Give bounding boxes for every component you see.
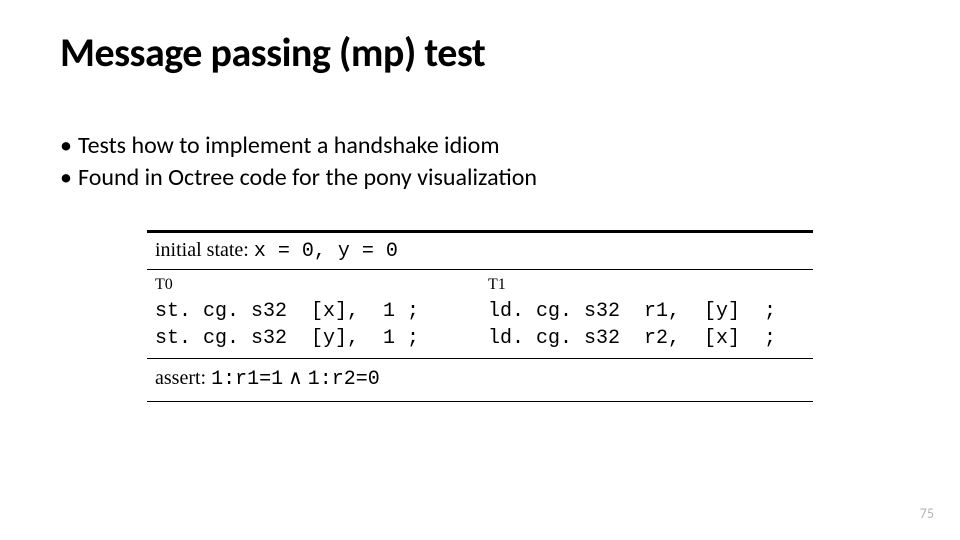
thread-columns: T0 st. cg. s32 [x], 1 ; st. cg. s32 [y],… <box>147 270 813 358</box>
bullet-text: Tests how to implement a handshake idiom <box>78 130 500 162</box>
bullet-dot-icon: • <box>60 162 78 194</box>
thread-code: st. cg. s32 [x], 1 ; st. cg. s32 [y], 1 … <box>147 298 480 358</box>
assert-and: ∧ <box>288 367 303 389</box>
bullet-list: • Tests how to implement a handshake idi… <box>60 130 537 195</box>
initial-state-expr: x = 0, y = 0 <box>254 240 398 263</box>
page-number: 75 <box>920 505 934 522</box>
slide-title: Message passing (mp) test <box>60 28 485 77</box>
thread-column-t0: T0 st. cg. s32 [x], 1 ; st. cg. s32 [y],… <box>147 270 480 358</box>
assert-label: assert: <box>155 367 206 389</box>
thread-header: T0 <box>147 270 480 298</box>
initial-state-label: initial state: <box>155 239 249 261</box>
assert-row: assert: 1:r1=1 ∧ 1:r2=0 <box>147 359 813 401</box>
rule-bottom <box>147 401 813 402</box>
bullet-dot-icon: • <box>60 130 78 162</box>
bullet-text: Found in Octree code for the pony visual… <box>78 162 537 194</box>
initial-state-row: initial state: x = 0, y = 0 <box>147 233 813 269</box>
bullet-item: • Found in Octree code for the pony visu… <box>60 162 537 194</box>
thread-column-t1: T1 ld. cg. s32 r1, [y] ; ld. cg. s32 r2,… <box>480 270 813 358</box>
bullet-item: • Tests how to implement a handshake idi… <box>60 130 537 162</box>
thread-code: ld. cg. s32 r1, [y] ; ld. cg. s32 r2, [x… <box>480 298 813 358</box>
thread-header: T1 <box>480 270 813 298</box>
slide: Message passing (mp) test • Tests how to… <box>0 0 960 540</box>
assert-expr-right: 1:r2=0 <box>308 368 380 391</box>
litmus-test-figure: initial state: x = 0, y = 0 T0 st. cg. s… <box>147 230 813 402</box>
assert-expr-left: 1:r1=1 <box>211 368 283 391</box>
